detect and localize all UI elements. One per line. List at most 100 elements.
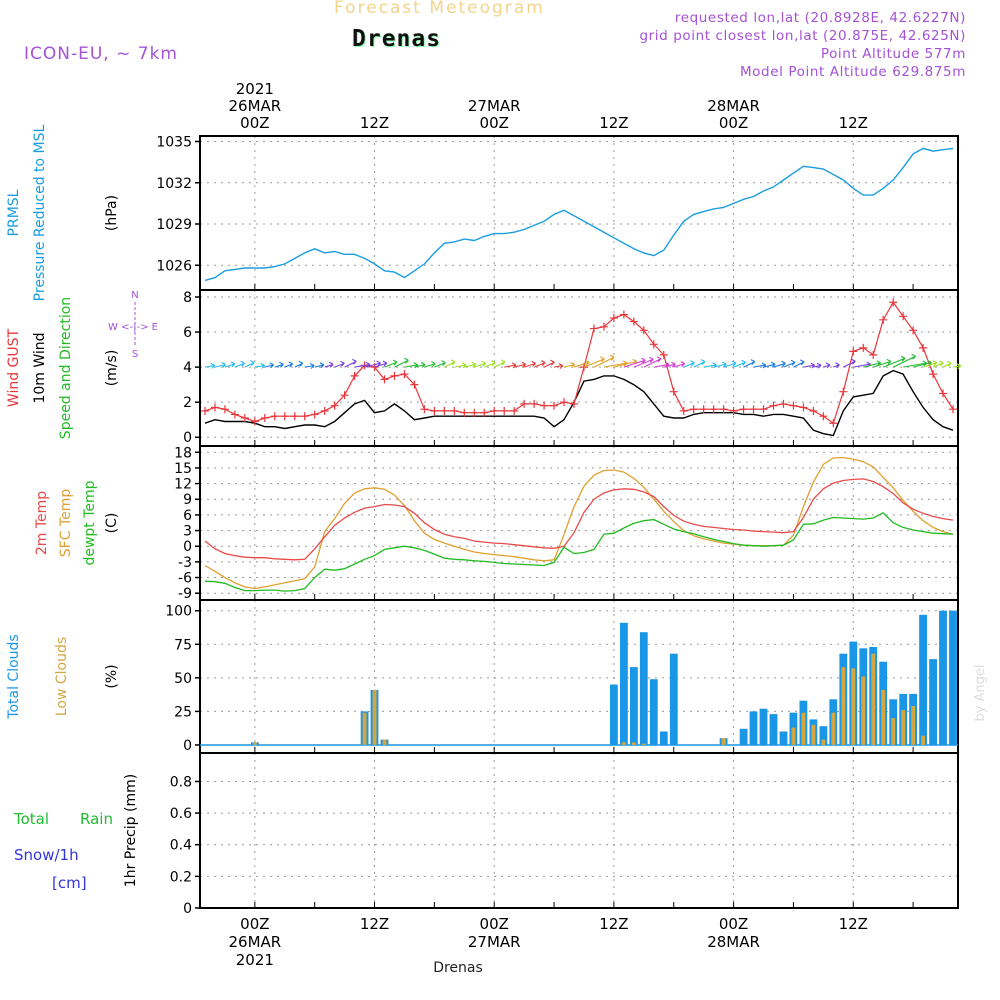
wind-ytick-label: 8 bbox=[183, 290, 192, 306]
low-cloud-bar bbox=[621, 742, 626, 745]
clouds-ytick-label: 100 bbox=[165, 604, 192, 620]
footer-location: Drenas bbox=[433, 960, 483, 976]
gust-marker bbox=[829, 419, 838, 428]
point-altitude: Point Altitude 577m bbox=[820, 46, 966, 62]
low-cloud-bar bbox=[811, 724, 816, 745]
gust-marker bbox=[350, 371, 359, 380]
bottom-time-label: 12Z bbox=[360, 915, 389, 933]
wind-unit-label: (m/s) bbox=[104, 350, 120, 387]
compass-south: S bbox=[132, 349, 138, 360]
precip-panel: 0 0.2 0.4 0.6 0.8 1hr Precip (mm) Total RainSno… bbox=[13, 752, 959, 917]
wind-direction-arrow bbox=[394, 357, 409, 368]
model-altitude: Model Point Altitude 629.875m bbox=[739, 64, 966, 80]
wind-direction-arrow bbox=[633, 356, 654, 368]
wind-direction-arrow bbox=[882, 355, 906, 368]
bottom-time-label: 27MAR bbox=[468, 933, 521, 951]
wind-direction-arrow bbox=[593, 354, 615, 368]
wind-direction-arrow bbox=[833, 362, 840, 369]
low-cloud-bar bbox=[881, 689, 886, 745]
wind-direction-arrow bbox=[743, 359, 756, 368]
clouds-series-label: Total Clouds bbox=[6, 634, 22, 719]
low-cloud-bar bbox=[831, 712, 836, 745]
wind-direction-arrow bbox=[533, 360, 546, 368]
low-cloud-bar bbox=[641, 743, 646, 745]
wind-direction-arrow bbox=[863, 360, 882, 368]
low-cloud-bar bbox=[791, 727, 796, 745]
gust-marker bbox=[330, 401, 339, 410]
wind-direction-arrow bbox=[424, 361, 436, 368]
wind-direction-arrow bbox=[334, 360, 345, 368]
wind-series-label: Speed and Direction bbox=[58, 297, 74, 439]
gust-marker bbox=[300, 412, 309, 421]
low-cloud-bar bbox=[382, 739, 387, 745]
pressure-ytick-label: 1032 bbox=[156, 176, 192, 192]
wind-ytick-label: 2 bbox=[183, 395, 192, 411]
wind-direction-arrow bbox=[733, 359, 746, 368]
pressure-panel: 1026 1029 1032 1035 (hPa) PRMSL Pressure Reduc… bbox=[6, 124, 959, 301]
gust-marker bbox=[759, 405, 768, 414]
wind-direction-arrow bbox=[823, 362, 831, 369]
gust-marker bbox=[699, 405, 708, 414]
top-time-label: 26MAR bbox=[228, 97, 281, 115]
gust-marker bbox=[879, 315, 888, 324]
total-cloud-bar bbox=[659, 731, 668, 745]
wind-direction-arrow bbox=[344, 358, 357, 368]
pressure-line bbox=[204, 147, 954, 282]
wind-direction-arrow bbox=[214, 362, 226, 368]
gust-marker bbox=[649, 340, 658, 349]
temperature-ytick-label: 18 bbox=[174, 445, 192, 461]
total-cloud-bar bbox=[620, 622, 628, 745]
temperature-ytick-label: -9 bbox=[178, 586, 192, 602]
wind-direction-arrow bbox=[693, 359, 706, 368]
compass-north: N bbox=[131, 290, 138, 301]
wind-direction-arrow bbox=[563, 362, 576, 368]
watermark: by Angel bbox=[973, 664, 988, 721]
pressure-frame bbox=[199, 135, 959, 291]
gust-marker bbox=[839, 387, 848, 396]
bottom-time-label: 26MAR bbox=[228, 933, 281, 951]
temperature-ytick-label: -6 bbox=[178, 571, 192, 587]
product-title: Forecast Meteogram bbox=[334, 0, 545, 18]
low-cloud-bar bbox=[631, 742, 636, 745]
gust-marker bbox=[510, 406, 519, 415]
pressure-unit-label: (hPa) bbox=[104, 195, 120, 231]
wind-series-label: 10m Wind bbox=[32, 332, 48, 403]
low-cloud-bar bbox=[801, 712, 806, 745]
low-cloud-bar bbox=[901, 710, 906, 745]
wind-direction-arrow bbox=[643, 356, 662, 368]
wind-direction-arrow bbox=[583, 356, 605, 368]
total-cloud-bar bbox=[649, 679, 658, 745]
wind-direction-arrow bbox=[952, 363, 962, 370]
total-cloud-bar bbox=[939, 610, 947, 745]
gust-marker bbox=[769, 401, 778, 410]
gust-marker bbox=[460, 408, 469, 417]
gust-marker bbox=[270, 412, 279, 421]
temperature-unit-label: (C) bbox=[104, 513, 120, 534]
gust-marker bbox=[779, 399, 788, 408]
wind-direction-arrow bbox=[294, 360, 304, 368]
wind-direction-arrow bbox=[484, 360, 496, 368]
clouds-ytick-label: 0 bbox=[183, 738, 192, 754]
wind-direction-arrow bbox=[873, 358, 892, 368]
temperature-ytick-label: 9 bbox=[183, 492, 192, 508]
gust-marker bbox=[939, 389, 948, 398]
wind-gust-line bbox=[204, 301, 954, 425]
wind-direction-arrow bbox=[523, 360, 536, 368]
gust-marker bbox=[340, 391, 349, 400]
precip-ytick-label: 0 bbox=[183, 901, 192, 917]
gust-marker bbox=[789, 401, 798, 410]
low-cloud-bar bbox=[362, 712, 367, 745]
gust-marker bbox=[609, 314, 618, 323]
top-time-label: 2021 bbox=[236, 80, 274, 98]
wind-direction-arrow bbox=[763, 361, 776, 368]
wind-direction-arrow bbox=[434, 360, 446, 368]
wind-direction-arrow bbox=[843, 358, 856, 368]
total-cloud-bar bbox=[779, 731, 788, 745]
temperature-ytick-label: 3 bbox=[183, 524, 192, 540]
dewpt-line bbox=[204, 512, 954, 592]
temperature-ytick-label: -3 bbox=[178, 555, 192, 571]
top-time-label: 27MAR bbox=[468, 97, 521, 115]
pressure-ytick-label: 1026 bbox=[156, 258, 192, 274]
total-cloud-bar bbox=[630, 667, 638, 745]
